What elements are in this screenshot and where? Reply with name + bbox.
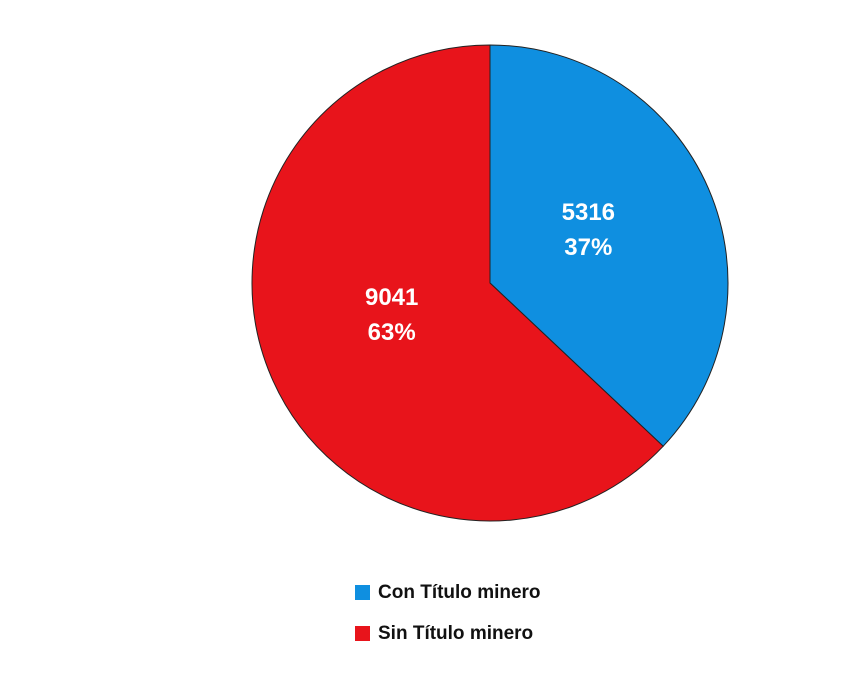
legend-label: Sin Título minero: [378, 623, 533, 644]
legend-swatch: [355, 626, 370, 641]
pie-slice: [489, 44, 729, 447]
legend-swatch: [355, 585, 370, 600]
pie-slice: [251, 44, 664, 522]
legend-label: Con Título minero: [378, 582, 541, 603]
data-label: 9041: [365, 284, 418, 311]
percent-label: 63%: [368, 319, 416, 346]
data-label: 5316: [562, 199, 615, 226]
percent-label: 37%: [564, 234, 612, 261]
